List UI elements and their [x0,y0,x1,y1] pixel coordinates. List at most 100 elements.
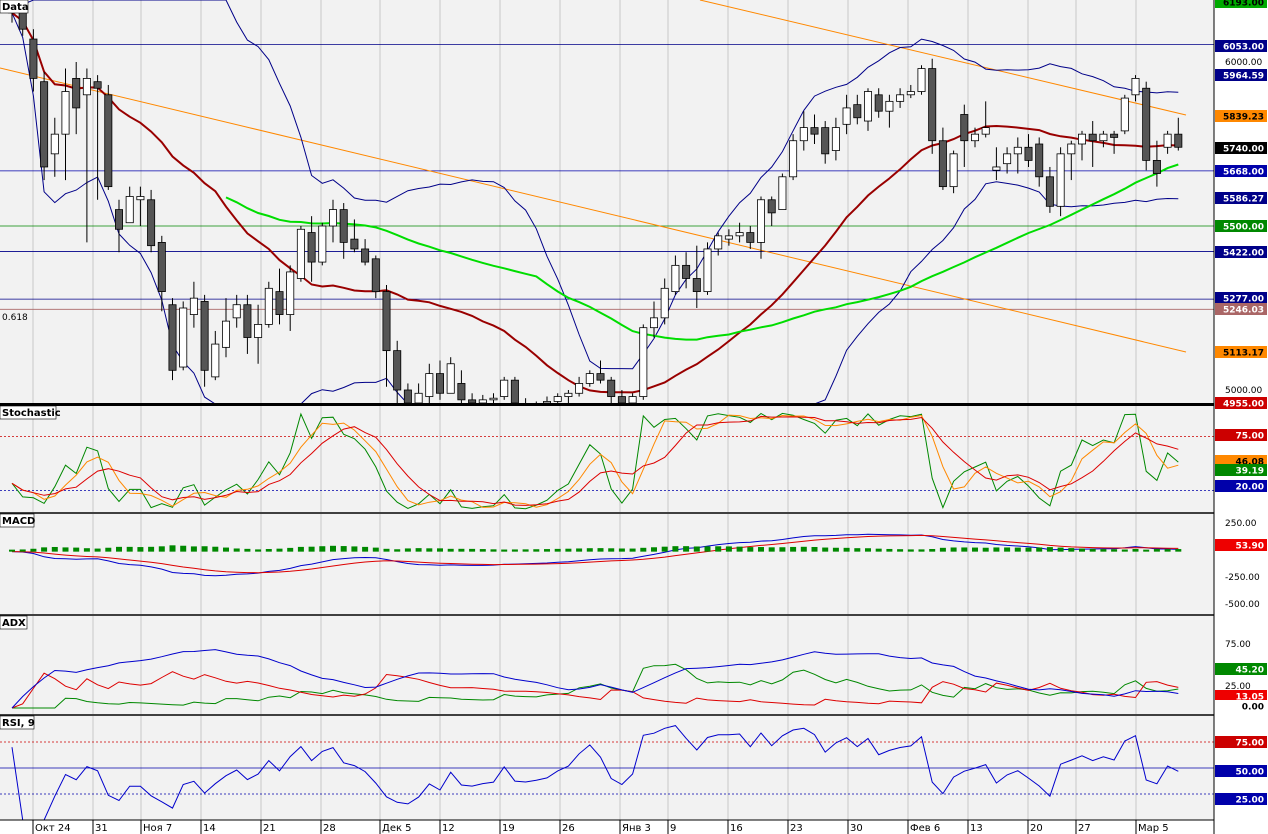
candlestick [607,376,616,403]
macd-histogram-bar [907,549,914,552]
candlestick [489,393,498,403]
macd-histogram-bar [843,547,850,552]
candlestick [361,239,370,266]
rsi-tag: 25.00 [1236,796,1264,806]
macd-histogram-bar [265,548,272,552]
macd-histogram-bar [212,546,219,552]
adx-axis-label: 75.00 [1225,640,1251,650]
macd-histogram-bar [651,547,657,552]
price-tag-box [1215,40,1267,52]
date-tick-label: 20 [1030,823,1043,834]
macd-histogram-bar [1132,548,1139,552]
macd-histogram-bar [340,546,347,552]
adx-tag: 0.00 [1242,703,1264,713]
candlestick [457,370,466,403]
macd-histogram-bar [287,547,294,552]
macd-histogram-bar [415,548,422,552]
candlestick [553,393,562,403]
date-tick-label: 21 [263,823,276,834]
candlestick [1131,75,1140,102]
macd-histogram-bar [372,547,379,552]
macd-histogram-bar [201,546,208,552]
macd-histogram-bar [672,546,679,552]
macd-histogram-bar [597,548,604,552]
macd-histogram-bar [158,546,165,552]
macd-histogram-bar [950,547,957,552]
candlestick [1120,94,1129,135]
adx-panel-title: ADX [2,618,26,629]
macd-line [11,533,1179,577]
macd-histogram-bar [9,549,15,552]
candlestick [232,294,241,328]
macd-panel [0,514,1214,614]
macd-histogram-bar [886,548,893,552]
candlestick [874,88,883,118]
macd-histogram-bar [73,547,80,552]
macd-histogram-bar [768,547,775,552]
date-tick-label: Окт 24 [35,823,71,834]
candlestick [906,84,915,99]
macd-histogram-bar [897,549,904,552]
fib-label: 0.618 [2,313,28,323]
macd-histogram-bar [1057,547,1064,552]
adx-axis-label: 25.00 [1225,682,1251,692]
price-tag: 5668.00 [1223,168,1264,178]
stoch-tag: 46.08 [1236,458,1264,468]
candlestick [799,111,808,151]
candlestick [853,94,862,125]
macd-tag-box [1215,539,1267,551]
macd-histogram-bar [148,546,155,552]
macd-histogram-bar [982,547,989,552]
date-tick-label: 27 [1078,823,1091,834]
macd-histogram-bar [308,546,315,552]
macd-histogram-bar [758,547,764,552]
macd-histogram-bar [1089,548,1096,552]
candlestick [575,376,584,397]
macd-signal-line [11,534,1179,574]
macd-histogram-bar [116,546,122,552]
candlestick [93,75,102,200]
candlestick [831,117,840,161]
macd-histogram-bar [319,546,326,552]
macd-histogram-bar [779,547,786,552]
rsi-tag-box [1215,793,1267,805]
stoch-k-line [11,412,1179,510]
candlestick [104,84,113,190]
price-tag-box [1215,346,1267,358]
candlestick [585,370,594,387]
price-tag-box [1215,0,1267,8]
adx-tag: 45.20 [1236,666,1264,676]
candlestick [125,186,134,224]
macd-histogram-bar [190,546,197,552]
candlestick [735,222,744,243]
macd-histogram-bar [255,549,262,552]
adx-panel [0,616,1214,714]
candlestick [650,301,659,338]
candlestick [746,226,755,249]
candlestick [1088,121,1097,167]
adx-tag-box [1215,663,1267,675]
date-tick-label: Фев 6 [910,823,940,834]
macd-histogram-bar [533,549,540,552]
macd-histogram-bar [276,548,283,552]
macd-histogram-bar [1100,549,1107,552]
candlestick [264,281,273,328]
macd-histogram-bar [865,548,871,552]
candlestick [286,265,295,331]
candlestick [660,278,669,325]
bollinger-upper [11,0,1179,370]
macd-histogram-bar [330,545,336,552]
candlestick [82,68,91,243]
adx-line [11,649,1179,709]
date-tick-label: 9 [670,823,676,834]
macd-histogram-bar [736,546,743,552]
macd-histogram-bar [169,545,176,552]
stoch-slow-line [11,415,1179,506]
stoch-tag-box [1215,464,1267,476]
candlestick [682,252,691,289]
date-tick-label: 31 [95,823,108,834]
macd-histogram-bar [1025,547,1032,552]
candlestick [917,65,926,95]
price-tag: 4955.00 [1223,400,1264,410]
